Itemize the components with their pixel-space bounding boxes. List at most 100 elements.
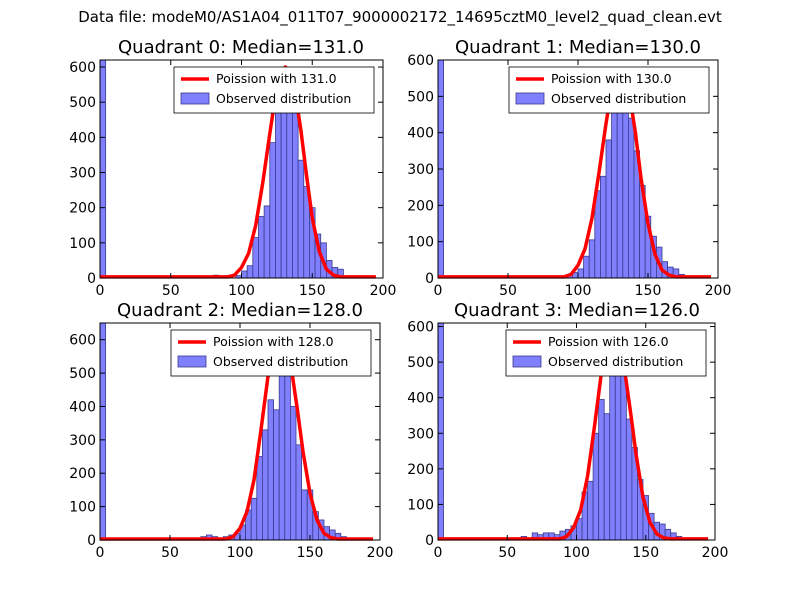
quadrant-1-histogram-bar xyxy=(605,139,612,279)
quadrant-2-histogram-bar xyxy=(289,406,297,541)
quadrant-0-histogram-bar xyxy=(269,142,276,279)
quadrant-2-x-tick-label: 50 xyxy=(161,545,179,561)
quadrant-0-legend-fit-label: Poission with 131.0 xyxy=(216,71,337,86)
quadrant-0-y-tick-label: 200 xyxy=(69,201,96,217)
quadrant-2-histogram-bar xyxy=(273,409,280,541)
quadrant-2-histogram-bar xyxy=(301,489,308,541)
quadrant-3-histogram-bar xyxy=(592,432,600,541)
quadrant-2-histogram-bar xyxy=(295,444,302,541)
quadrant-3-histogram-bar xyxy=(614,351,622,541)
quadrant-1-y-tick-label: 200 xyxy=(407,198,434,214)
quadrant-2-histogram-bar xyxy=(256,456,263,541)
quadrant-3-histogram-bar xyxy=(437,322,444,541)
quadrant-3-x-tick-label: 100 xyxy=(563,545,590,561)
quadrant-2-y-tick-label: 500 xyxy=(69,366,96,382)
quadrant-0-legend-hist-swatch xyxy=(180,92,210,105)
quadrant-2-legend: Poission with 128.0 Observed distributio… xyxy=(170,329,372,377)
quadrant-0-y-tick-label: 300 xyxy=(69,166,96,182)
quadrant-3-x-tick-label: 50 xyxy=(498,545,516,561)
quadrant-3-chart: Quadrant 3: Median=126.0 0 50 100 150 200 0 10… xyxy=(407,300,728,561)
quadrant-3-y-tick-label: 300 xyxy=(407,426,434,442)
quadrant-3-histogram-bar xyxy=(587,480,594,541)
quadrant-3-y-tick-label: 400 xyxy=(407,391,434,407)
quadrant-3-x-tick-label: 150 xyxy=(632,545,659,561)
quadrant-3-legend-fit-label: Poission with 126.0 xyxy=(548,334,669,349)
quadrant-0-histogram-bar xyxy=(241,270,248,279)
quadrant-0-legend: Poission with 131.0 Observed distributio… xyxy=(173,66,375,114)
quadrant-3-y-tick-label: 200 xyxy=(407,462,434,478)
quadrant-0-histogram-bar xyxy=(292,108,299,279)
quadrant-1-legend-fit-label: Poission with 130.0 xyxy=(551,71,672,86)
quadrant-1-x-tick-label: 0 xyxy=(434,283,443,299)
figure-title: Data file: modeM0/AS1A04_011T07_90000021… xyxy=(78,8,722,26)
quadrant-1-chart: Quadrant 1: Median=130.0 0 50 100 150 200 0 10… xyxy=(407,37,731,299)
quadrant-1-legend-box xyxy=(508,66,710,114)
quadrant-2-y-tick-label: 600 xyxy=(69,333,96,349)
quadrant-0-y-tick-label: 500 xyxy=(69,95,96,111)
quadrant-3-histogram-bar xyxy=(598,399,605,541)
quadrant-0-title: Quadrant 0: Median=131.0 xyxy=(118,37,364,58)
quadrant-0-histogram-bar xyxy=(252,237,259,279)
quadrant-0-y-tick-label: 600 xyxy=(69,60,96,76)
quadrant-0-histogram-bar xyxy=(297,159,305,279)
quadrant-0-y-tick-label: 400 xyxy=(69,130,96,146)
quadrant-1-legend: Poission with 130.0 Observed distributio… xyxy=(508,66,710,114)
quadrant-0-x-tick-label: 200 xyxy=(370,283,397,299)
quadrant-3-y-tick-label: 600 xyxy=(407,320,434,336)
quadrant-0-x-tick-label: 150 xyxy=(299,283,326,299)
quadrant-3-y-tick-label: 500 xyxy=(407,355,434,371)
quadrant-2-histogram-bar xyxy=(284,349,291,541)
quadrant-2-legend-fit-label: Poission with 128.0 xyxy=(213,334,334,349)
quadrant-1-y-tick-label: 300 xyxy=(407,162,434,178)
quadrant-1-y-tick-label: 0 xyxy=(425,271,434,287)
quadrant-1-x-tick-label: 100 xyxy=(565,283,592,299)
quadrant-1-histogram-bar xyxy=(577,268,584,279)
quadrant-3-histogram-bar xyxy=(620,372,627,541)
quadrant-0-histogram-bar xyxy=(275,94,282,279)
quadrant-3-legend-hist-label: Observed distribution xyxy=(548,354,683,369)
quadrant-0-histogram-bar xyxy=(99,59,107,279)
quadrant-1-legend-hist-swatch xyxy=(515,92,545,105)
quadrant-0-legend-hist-label: Observed distribution xyxy=(216,91,351,106)
quadrant-3-legend: Poission with 126.0 Observed distributio… xyxy=(505,329,707,377)
quadrant-1-histogram-bar xyxy=(616,99,624,279)
quadrant-1-histogram-bar xyxy=(600,175,607,279)
quadrant-0-legend-box xyxy=(173,66,375,114)
quadrant-3-histogram-bar xyxy=(603,413,611,541)
quadrant-0-histogram-bar xyxy=(258,216,265,279)
quadrant-1-x-tick-label: 50 xyxy=(499,283,517,299)
quadrant-1-legend-hist-label: Observed distribution xyxy=(551,91,686,106)
quadrant-3-legend-hist-swatch xyxy=(512,355,542,368)
quadrant-1-x-tick-label: 150 xyxy=(635,283,662,299)
quadrant-1-histogram-bar xyxy=(583,255,590,279)
quadrant-2-title: Quadrant 2: Median=128.0 xyxy=(117,300,363,321)
quadrant-0-y-tick-label: 0 xyxy=(87,271,96,287)
quadrant-0-y-tick-label: 100 xyxy=(69,236,96,252)
quadrant-2-histogram-bar xyxy=(267,399,274,541)
quadrant-1-histogram-bar xyxy=(628,117,635,279)
quadrant-2-legend-box xyxy=(170,329,372,377)
quadrant-2-legend-hist-swatch xyxy=(177,355,207,368)
quadrant-3-x-tick-label: 200 xyxy=(702,545,729,561)
quadrant-2-x-tick-label: 150 xyxy=(297,545,324,561)
quadrant-1-x-tick-label: 200 xyxy=(705,283,732,299)
quadrant-0-x-tick-label: 0 xyxy=(96,283,105,299)
quadrant-2-histogram-bar xyxy=(261,429,269,541)
quadrant-0-histogram-bar xyxy=(263,205,271,279)
quadrant-3-legend-box xyxy=(505,329,707,377)
quadrant-1-histogram-bar xyxy=(588,239,596,279)
quadrant-2-y-tick-label: 200 xyxy=(69,466,96,482)
quadrant-0-x-tick-label: 50 xyxy=(162,283,180,299)
quadrant-1-histogram-bar xyxy=(611,108,618,279)
quadrant-2-y-tick-label: 300 xyxy=(69,433,96,449)
quadrant-3-x-tick-label: 0 xyxy=(434,545,443,561)
quadrant-2-x-tick-label: 100 xyxy=(227,545,254,561)
quadrant-2-y-tick-label: 400 xyxy=(69,399,96,415)
quadrant-2-legend-hist-label: Observed distribution xyxy=(213,354,348,369)
quadrant-3-histogram-bar xyxy=(625,418,633,541)
quadrant-2-chart: Quadrant 2: Median=128.0 0 50 100 150 200 0 10… xyxy=(69,300,393,561)
quadrant-2-y-tick-label: 100 xyxy=(69,500,96,516)
quadrant-0-x-tick-label: 100 xyxy=(228,283,255,299)
quadrant-1-y-tick-label: 500 xyxy=(407,89,434,105)
